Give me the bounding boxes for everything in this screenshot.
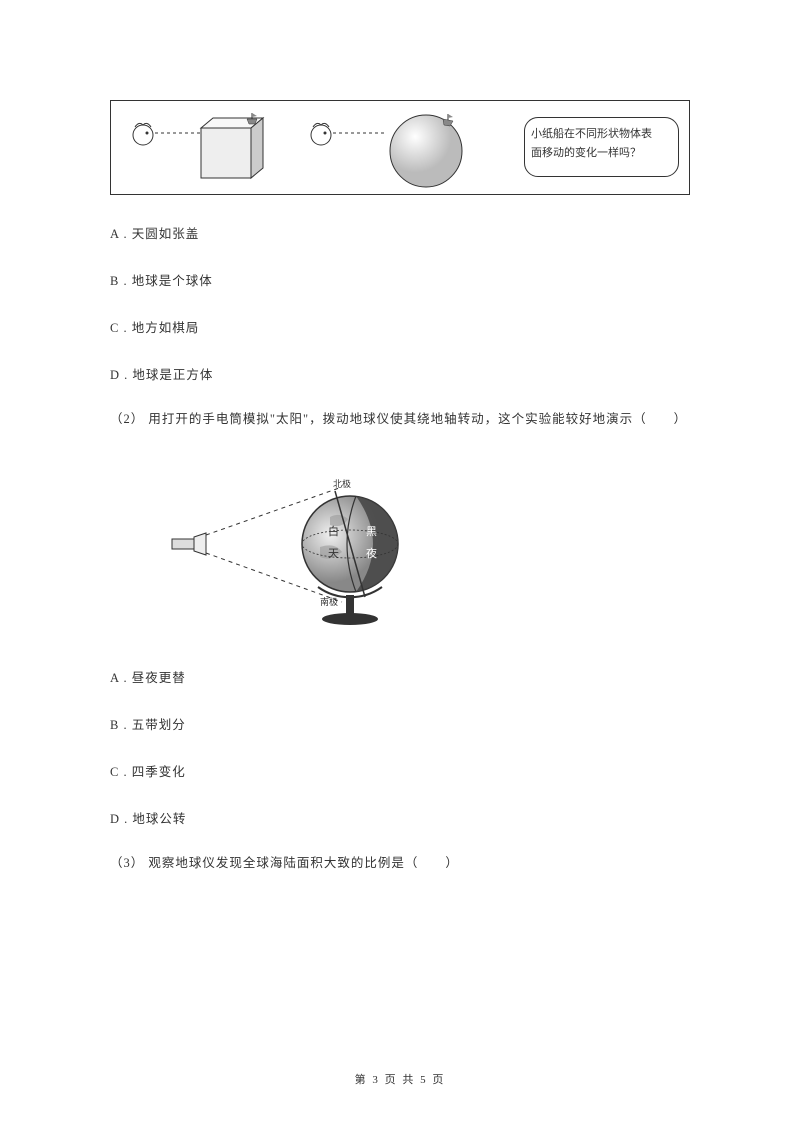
q2-option-a: A . 昼夜更替	[110, 667, 690, 686]
svg-text:白: 白	[328, 524, 339, 538]
globe-svg: 北极 白 天 黑 夜 南极	[170, 457, 450, 637]
bubble-line2: 面移动的变化一样吗？	[531, 147, 641, 159]
q1-option-b: B . 地球是个球体	[110, 270, 690, 289]
page-footer: 第 3 页 共 5 页	[0, 1071, 800, 1087]
q3-text: （3） 观察地球仪发现全球海陆面积大致的比例是（ ）	[110, 855, 690, 873]
svg-text:天: 天	[328, 548, 339, 560]
figure-boat-experiment: 小纸船在不同形状物体表 面移动的变化一样吗？	[110, 100, 690, 195]
svg-text:黑: 黑	[366, 525, 377, 538]
q1-option-a: A . 天圆如张盖	[110, 223, 690, 242]
speech-bubble: 小纸船在不同形状物体表 面移动的变化一样吗？	[531, 125, 671, 162]
q2-option-c: C . 四季变化	[110, 761, 690, 780]
q2-text: （2） 用打开的手电筒模拟"太阳"，拨动地球仪使其绕地轴转动，这个实验能较好地演…	[110, 411, 690, 429]
q1-option-c: C . 地方如棋局	[110, 317, 690, 336]
svg-text:北极: 北极	[333, 478, 351, 489]
q2-option-d: D . 地球公转	[110, 808, 690, 827]
boat-shapes-svg	[121, 103, 501, 193]
svg-text:南极: 南极	[320, 596, 338, 607]
bubble-line1: 小纸船在不同形状物体表	[531, 128, 652, 140]
svg-text:夜: 夜	[366, 546, 377, 560]
q1-option-d: D . 地球是正方体	[110, 364, 690, 383]
q2-option-b: B . 五带划分	[110, 714, 690, 733]
figure-globe-experiment: 北极 白 天 黑 夜 南极	[170, 457, 690, 637]
